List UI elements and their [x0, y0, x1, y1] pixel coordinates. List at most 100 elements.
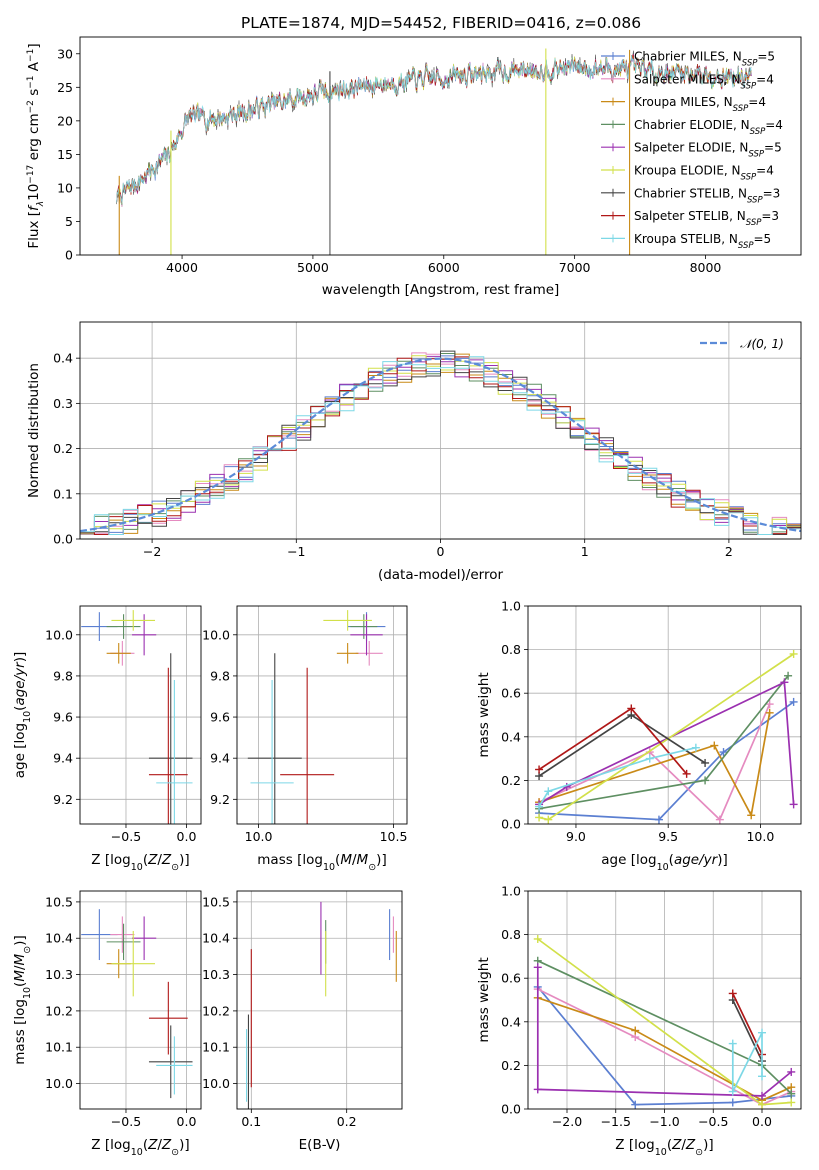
error-point [111, 610, 156, 631]
error-points [81, 610, 193, 824]
y-tick-label: 10.0 [202, 1076, 230, 1091]
weight-marker [682, 769, 691, 778]
normal-curve [80, 357, 801, 533]
y-tick-label: 0.8 [501, 927, 521, 942]
x-ticks: −2 −1 0 1 2 [143, 539, 733, 559]
x-axis-label: age [log10(age/yr)] [601, 852, 728, 873]
x-ticks: −2.0 −1.5 −1.0 −0.5 0.0 [552, 1109, 772, 1129]
y-ticks: 10.0 10.1 10.2 10.3 10.4 10.5 [202, 894, 237, 1091]
weight-line-4 [536, 967, 792, 1097]
legend-entry: Kroupa ELODIE, NSSP=4 [601, 164, 774, 183]
error-point [148, 1025, 193, 1099]
histograms [80, 350, 801, 539]
error-point [355, 640, 383, 666]
error-points [81, 909, 193, 1099]
weight-marker [715, 815, 724, 824]
weight-marker [631, 1026, 640, 1035]
legend-label: Salpeter MILES, NSSP=4 [634, 72, 774, 91]
x-ticks: 9.0 9.5 10.0 [566, 824, 774, 844]
error-point [132, 916, 157, 961]
axes-frame [236, 605, 408, 825]
legend-entry: Kroupa STELIB, NSSP=5 [601, 232, 771, 251]
y-tick-label: 10 [57, 180, 73, 195]
y-tick-label: 0.6 [501, 971, 521, 986]
x-tick-label: 0.0 [177, 829, 197, 844]
weight-marker [780, 678, 789, 687]
y-tick-label: 10.4 [45, 931, 73, 946]
y-tick-label: 10.3 [202, 967, 230, 982]
weight-marker [544, 787, 553, 796]
y-tick-label: 9.8 [53, 668, 73, 683]
x-tick-label: 10.0 [245, 829, 273, 844]
y-axis-label: mass weight [476, 957, 492, 1042]
legend-label: Chabrier MILES, NSSP=5 [634, 50, 775, 69]
y-ticks: 9.2 9.4 9.6 9.8 10.0 [202, 627, 237, 807]
x-tick-label: 9.5 [658, 829, 678, 844]
y-tick-label: 0.3 [53, 396, 73, 411]
y-axis-label: age [log10(age/yr)] [12, 652, 33, 779]
y-axis-label: mass weight [476, 672, 492, 757]
error-point [106, 614, 141, 639]
y-tick-label: 9.4 [210, 751, 230, 766]
x-tick-label: 9.0 [566, 829, 586, 844]
error-point [156, 1036, 193, 1095]
y-tick-label: 5 [65, 214, 73, 229]
weight-marker [719, 748, 728, 757]
y-tick-label: 9.6 [53, 710, 73, 725]
y-tick-label: 10.0 [45, 1076, 73, 1091]
age-weight-panel: 9.0 9.5 10.0 0.0 0.2 0.4 0.6 0.8 1.0 age [log10(a… [476, 599, 802, 873]
legend-label: Salpeter STELIB, NSSP=3 [634, 209, 779, 228]
y-ticks: 0.0 0.2 0.4 0.6 0.8 1.0 [501, 884, 528, 1117]
y-tick-label: 0.0 [53, 532, 73, 547]
weight-lines [535, 649, 798, 824]
y-tick-label: 9.6 [210, 710, 230, 725]
spectrum-line-8 [116, 55, 752, 204]
y-tick-label: 9.4 [53, 751, 73, 766]
weight-marker [728, 1087, 737, 1096]
y-ticks: 9.2 9.4 9.6 9.8 10.0 [45, 627, 80, 807]
weight-marker [758, 1091, 766, 1100]
error-point [110, 916, 135, 953]
legend-entry: Chabrier STELIB, NSSP=3 [601, 186, 780, 205]
x-tick-label: −2 [143, 544, 161, 559]
weight-marker [784, 671, 793, 680]
x-tick-label: −1.5 [601, 1114, 631, 1129]
axes-frame [527, 605, 802, 825]
x-ticks: −0.5 0.0 [111, 1109, 197, 1129]
y-tick-label: 1.0 [501, 599, 521, 614]
weight-marker [535, 813, 544, 822]
x-axis-label: mass [log10(M/M⊙)] [257, 852, 386, 873]
x-tick-label: 0.0 [177, 1114, 197, 1129]
y-tick-label: 10.3 [45, 967, 73, 982]
x-tick-label: 2 [725, 544, 733, 559]
weight-lines [533, 934, 796, 1109]
legend-label: Kroupa ELODIE, NSSP=4 [634, 164, 774, 183]
y-tick-label: 0.2 [501, 773, 521, 788]
error-point [106, 923, 141, 961]
weight-marker [535, 765, 544, 774]
axes-frame [79, 321, 802, 540]
y-tick-label: 0 [65, 248, 73, 263]
x-tick-label: 10.5 [380, 829, 408, 844]
y-tick-label: 9.8 [210, 668, 230, 683]
y-tick-label: 0.0 [501, 1102, 521, 1117]
weight-marker [789, 697, 798, 706]
weight-marker [787, 1067, 796, 1076]
y-tick-label: 20 [57, 113, 73, 128]
weight-marker [710, 741, 719, 750]
weight-marker [789, 800, 798, 809]
error-point [148, 653, 193, 824]
legend-entry: Chabrier ELODIE, NSSP=4 [601, 118, 783, 137]
error-point [148, 667, 188, 824]
error-point [247, 653, 302, 824]
y-axis-label: Normed distribution [26, 363, 42, 498]
y-tick-label: 0.2 [53, 441, 73, 456]
x-tick-label: −0.5 [698, 1114, 728, 1129]
x-tick-label: −1.0 [649, 1114, 679, 1129]
y-tick-label: 10.1 [202, 1040, 230, 1055]
legend-label: Kroupa STELIB, NSSP=5 [634, 232, 771, 251]
x-axis-label: (data-model)/error [378, 567, 504, 583]
y-tick-label: 1.0 [501, 884, 521, 899]
weight-marker [765, 708, 774, 717]
legend-label: Kroupa MILES, NSSP=4 [634, 95, 766, 114]
